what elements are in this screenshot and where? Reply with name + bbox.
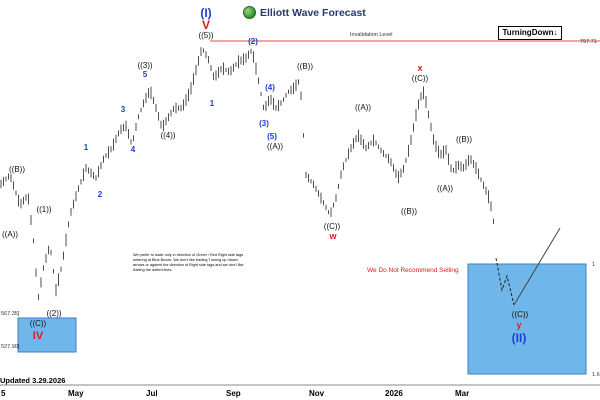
y-tick-label: 567.35] xyxy=(1,311,20,317)
wave-label: ((B)) xyxy=(297,62,313,71)
wave-label: (5) xyxy=(267,132,277,141)
wave-label: ((C)) xyxy=(324,222,341,231)
x-tick-label: Sep xyxy=(226,389,241,398)
wave-label: 1 xyxy=(84,143,89,152)
wave-label: IV xyxy=(33,330,44,342)
wave-label: ((A)) xyxy=(267,142,283,151)
updated-date: Updated 3.29.2026 xyxy=(0,376,66,385)
wave-label: ((3)) xyxy=(137,61,152,70)
wave-label: V xyxy=(202,18,210,32)
wave-label: ((A)) xyxy=(355,103,371,112)
wave-label: (4) xyxy=(265,83,275,92)
wave-label: 1 xyxy=(210,99,215,108)
blue-box-wave-iv xyxy=(17,317,77,353)
price-bars xyxy=(0,47,494,301)
wave-label: x xyxy=(417,63,422,73)
x-tick-label: Jul xyxy=(146,389,158,398)
globe-icon xyxy=(243,6,256,19)
x-tick-label: May xyxy=(68,389,84,398)
invalidation-label: Invalidation Level xyxy=(350,32,393,38)
blue-box-wave-ii xyxy=(467,263,587,375)
wave-label: ((4)) xyxy=(160,131,175,140)
x-tick-label: 2026 xyxy=(385,389,403,398)
wave-label: ((B)) xyxy=(9,165,25,174)
y-tick-label: 1.6 xyxy=(592,372,600,378)
trading-note: We prefer to trade only in direction of … xyxy=(133,253,244,272)
wave-label: 2 xyxy=(98,190,103,199)
arrow-down-icon: ↓ xyxy=(553,28,558,37)
trend-label: TurningDown xyxy=(502,28,554,37)
wave-label: ((C)) xyxy=(412,74,429,83)
x-tick-label: Mar xyxy=(455,389,469,398)
x-tick-label: 5 xyxy=(1,389,6,398)
wave-label: ((A)) xyxy=(2,230,18,239)
projection-up-path xyxy=(513,227,561,306)
wave-label: ((B)) xyxy=(456,135,472,144)
wave-label: ((A)) xyxy=(437,184,453,193)
brand-logo-text: Elliott Wave Forecast xyxy=(260,6,366,19)
y-tick-label: 527.90] xyxy=(1,344,20,350)
y-tick-label: 797.71 xyxy=(580,39,597,45)
wave-label: w xyxy=(328,231,337,241)
wave-label: ((2)) xyxy=(46,309,61,318)
wave-label: (2) xyxy=(248,37,258,46)
wave-label: ((C)) xyxy=(30,319,47,328)
wave-label: ((B)) xyxy=(401,207,417,216)
wave-label: ((1)) xyxy=(36,205,51,214)
wave-label: ((5)) xyxy=(198,31,213,40)
wave-label: (I) xyxy=(200,6,211,20)
wave-labels: ((B))((A))((1))((2))((C))IV12345((3))((4… xyxy=(2,6,529,345)
wave-label: (3) xyxy=(259,119,269,128)
brand-logo: Elliott Wave Forecast xyxy=(243,6,366,19)
projection-down-path xyxy=(495,257,515,306)
wave-label: y xyxy=(516,320,521,330)
x-tick-label: Nov xyxy=(309,389,325,398)
trend-indicator: TurningDown↓ xyxy=(498,26,562,40)
wave-label: 3 xyxy=(121,105,126,114)
wave-label: (II) xyxy=(512,331,527,345)
wave-label: 5 xyxy=(143,70,148,79)
wave-label: ((C)) xyxy=(512,310,529,319)
y-tick-label: 1 xyxy=(592,262,595,268)
not-recommend-selling: We Do Not Recommend Selling xyxy=(367,267,459,274)
axis-labels: 5 May Jul Sep Nov 2026 Mar 797.71 1 1.6 567.35] 527… xyxy=(1,39,600,398)
wave-label: 4 xyxy=(131,145,136,154)
